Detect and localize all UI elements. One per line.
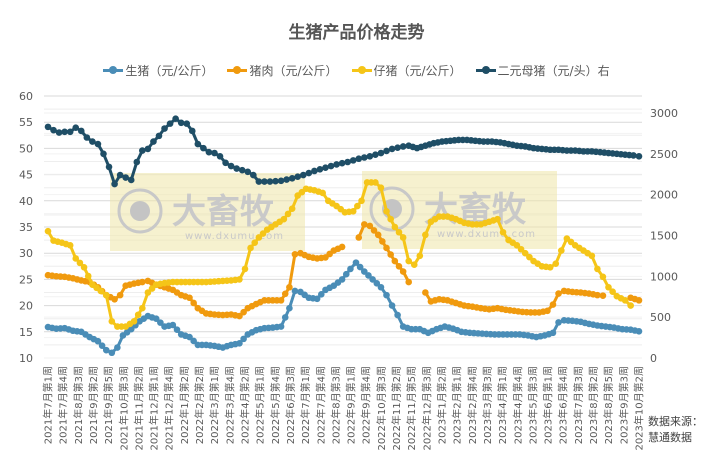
y-right-tick: 1000 xyxy=(650,270,678,283)
y-left-tick: 60 xyxy=(19,90,33,103)
y-left-tick: 20 xyxy=(19,300,33,313)
x-tick: 2021年11月第2周 xyxy=(132,366,145,451)
x-tick: 2022年7月第1周 xyxy=(299,366,312,444)
legend-item-sow: 二元母猪（元/头）右 xyxy=(475,62,610,79)
x-tick: 2023年2月第4周 xyxy=(466,366,479,444)
legend-item-piglet: 仔猪（元/公斤） xyxy=(351,62,462,79)
x-tick: 2023年2月第1周 xyxy=(451,366,464,444)
x-tick: 2022年11月第5周 xyxy=(405,366,418,451)
y-left-tick: 35 xyxy=(19,221,33,234)
x-tick: 2022年3月第4周 xyxy=(223,366,236,444)
legend-line-marker-icon xyxy=(103,66,124,74)
y-left-tick: 30 xyxy=(19,247,33,260)
source-name: 慧通数据 xyxy=(648,431,692,444)
legend-line-marker-icon xyxy=(475,66,496,74)
x-tick: 2023年5月第3周 xyxy=(526,366,539,444)
y-left-tick: 50 xyxy=(19,142,33,155)
y-right-tick: 1500 xyxy=(650,230,678,243)
x-tick: 2022年9月第4周 xyxy=(360,366,373,444)
svg-text:大畜牧: 大畜牧 xyxy=(172,192,275,232)
svg-text:www.dxumu.com: www.dxumu.com xyxy=(185,231,284,242)
x-tick: 2023年4月第4周 xyxy=(511,366,524,444)
y-left-tick: 55 xyxy=(19,116,33,129)
x-tick: 2021年12月第4周 xyxy=(163,366,176,451)
source-label: 数据来源： xyxy=(648,415,703,428)
y-right-tick: 3000 xyxy=(650,107,678,120)
legend-label: 仔猪（元/公斤） xyxy=(373,64,462,78)
x-tick: 2021年7月第4周 xyxy=(57,366,70,444)
x-tick: 2021年9月第2周 xyxy=(87,366,100,444)
y-left-tick: 45 xyxy=(19,169,33,182)
x-tick: 2023年9月第3周 xyxy=(617,366,630,444)
x-tick: 2021年12月第1周 xyxy=(148,366,161,451)
series-left xyxy=(44,179,634,330)
chart-title: 生猪产品价格走势 xyxy=(288,23,425,43)
legend-label: 猪肉（元/公斤） xyxy=(249,64,338,78)
data-source-note: 数据来源： 慧通数据 xyxy=(648,414,703,446)
x-tick: 2022年6月第3周 xyxy=(284,366,297,444)
svg-text:www.dxumu.com: www.dxumu.com xyxy=(437,229,536,240)
y-left-tick: 25 xyxy=(19,273,33,286)
y-axis-left: 10 15 20 25 30 35 40 45 50 55 60 xyxy=(19,90,33,365)
x-tick: 2023年1月第2周 xyxy=(436,366,449,444)
x-tick: 2022年5月第4周 xyxy=(269,366,282,444)
series-left xyxy=(44,259,643,357)
legend-item-live-hog: 生猪（元/公斤） xyxy=(103,62,213,79)
series-lines xyxy=(44,115,643,357)
x-tick: 2022年9月第1周 xyxy=(345,366,358,444)
y-left-tick: 10 xyxy=(19,352,33,365)
x-tick: 2022年4月第2周 xyxy=(239,366,252,444)
legend-label: 生猪（元/公斤） xyxy=(125,64,214,78)
x-tick: 2021年7月第1周 xyxy=(42,366,55,444)
x-tick: 2022年7月第4周 xyxy=(314,366,327,444)
x-tick: 2021年10月第3周 xyxy=(117,366,130,451)
x-tick: 2022年2月第2周 xyxy=(193,366,206,444)
x-tick: 2022年1月第2周 xyxy=(178,366,191,444)
x-tick: 2023年8月第5周 xyxy=(602,366,615,444)
x-tick: 2023年7月第3周 xyxy=(572,366,585,444)
x-tick: 2023年4月第1周 xyxy=(496,366,509,444)
y-left-tick: 40 xyxy=(19,195,33,208)
chart-legend: 生猪（元/公斤） 猪肉（元/公斤） 仔猪（元/公斤） 二元母猪（元/头）右 xyxy=(0,62,713,79)
legend-item-pork: 猪肉（元/公斤） xyxy=(227,62,338,79)
y-right-tick: 500 xyxy=(650,311,671,324)
y-left-tick: 15 xyxy=(19,326,33,339)
x-tick: 2023年6月第4周 xyxy=(557,366,570,444)
legend-line-marker-icon xyxy=(227,66,248,74)
y-axis-right: 0 500 1000 1500 2000 2500 3000 xyxy=(650,107,678,365)
x-tick: 2021年9月第5周 xyxy=(102,366,115,444)
legend-line-marker-icon xyxy=(351,66,372,74)
x-tick: 2022年3月第1周 xyxy=(208,366,221,444)
legend-label: 二元母猪（元/头）右 xyxy=(497,64,610,78)
series-right xyxy=(44,115,643,188)
x-axis: 2021年7月第1周 2021年7月第4周 2021年8月第3周 2021年9月第2周… xyxy=(42,366,646,451)
x-tick: 2023年10月第2周 xyxy=(633,366,646,451)
y-right-tick: 2000 xyxy=(650,189,678,202)
y-right-tick: 2500 xyxy=(650,148,678,161)
x-tick: 2022年11月第2周 xyxy=(390,366,403,451)
x-tick: 2021年8月第3周 xyxy=(72,366,85,444)
y-right-tick: 0 xyxy=(650,352,657,365)
x-tick: 2022年10月第3周 xyxy=(375,366,388,451)
x-tick: 2022年5月第1周 xyxy=(254,366,267,444)
x-tick: 2023年3月第3周 xyxy=(481,366,494,444)
x-tick: 2022年12月第3周 xyxy=(420,366,433,451)
x-tick: 2023年8月第2周 xyxy=(587,366,600,444)
x-tick: 2022年8月第3周 xyxy=(329,366,342,444)
x-tick: 2023年6月第1周 xyxy=(542,366,555,444)
